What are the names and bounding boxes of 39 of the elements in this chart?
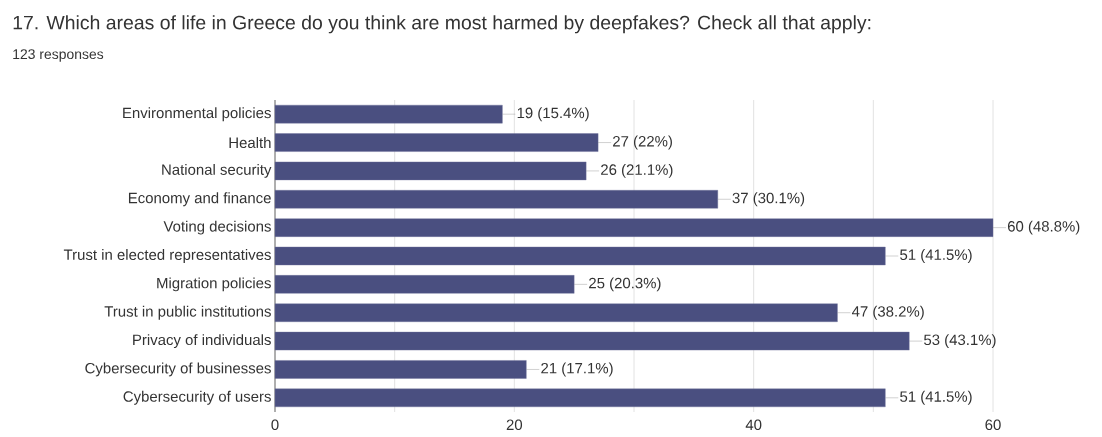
text: 123 responses — [13, 49, 104, 62]
data-label: 19 (15.4%) — [517, 107, 589, 122]
data-label: 25 (20.3%) — [589, 277, 661, 292]
data-label: 51 (41.5%) — [900, 390, 972, 405]
bar — [274, 104, 503, 124]
x-tick-label: 40 — [745, 419, 762, 431]
bar — [274, 303, 838, 322]
y-tick-label: Health — [229, 137, 271, 149]
data-label: 60 (48.8%) — [1007, 220, 1080, 235]
data-label: 27 (22%) — [613, 135, 672, 150]
y-tick-label: Trust in public institutions — [104, 305, 271, 320]
y-tick-label: Privacy of individuals — [133, 334, 271, 349]
y-tick-label: Trust in elected representatives — [63, 249, 271, 263]
bar — [274, 218, 994, 237]
y-tick-label: Cybersecurity of users — [123, 390, 271, 405]
data-label: 26 (21.1%) — [601, 163, 673, 178]
bar — [274, 360, 527, 379]
y-tick-label: Cybersecurity of businesses — [85, 362, 271, 377]
bar — [274, 388, 886, 408]
x-tick-label: 0 — [271, 419, 279, 431]
bar — [274, 133, 599, 152]
bar — [274, 331, 910, 351]
y-tick-label: Voting decisions — [163, 220, 271, 235]
y-tick-label: Migration policies — [157, 277, 271, 292]
data-label: 21 (17.1%) — [541, 362, 613, 377]
y-tick-label: Economy and finance — [128, 192, 271, 207]
y-tick-label: National security — [162, 163, 272, 178]
y-tick-label: Environmental policies — [123, 107, 271, 122]
chart-title: 17. Which areas of life in Greece do you think are most harmed by deepfakes? Check all that apply: — [13, 15, 871, 34]
data-label: 53 (43.1%) — [924, 334, 996, 349]
data-label: 47 (38.2%) — [851, 305, 924, 320]
x-tick-label: 60 — [985, 419, 1001, 431]
data-label: 37 (30.1%) — [732, 192, 805, 207]
bar — [274, 246, 886, 266]
bar — [274, 190, 718, 209]
bar — [274, 161, 587, 181]
x-tick-label: 20 — [506, 419, 523, 431]
data-label: 51 (41.5%) — [900, 249, 972, 263]
bar — [274, 275, 575, 294]
